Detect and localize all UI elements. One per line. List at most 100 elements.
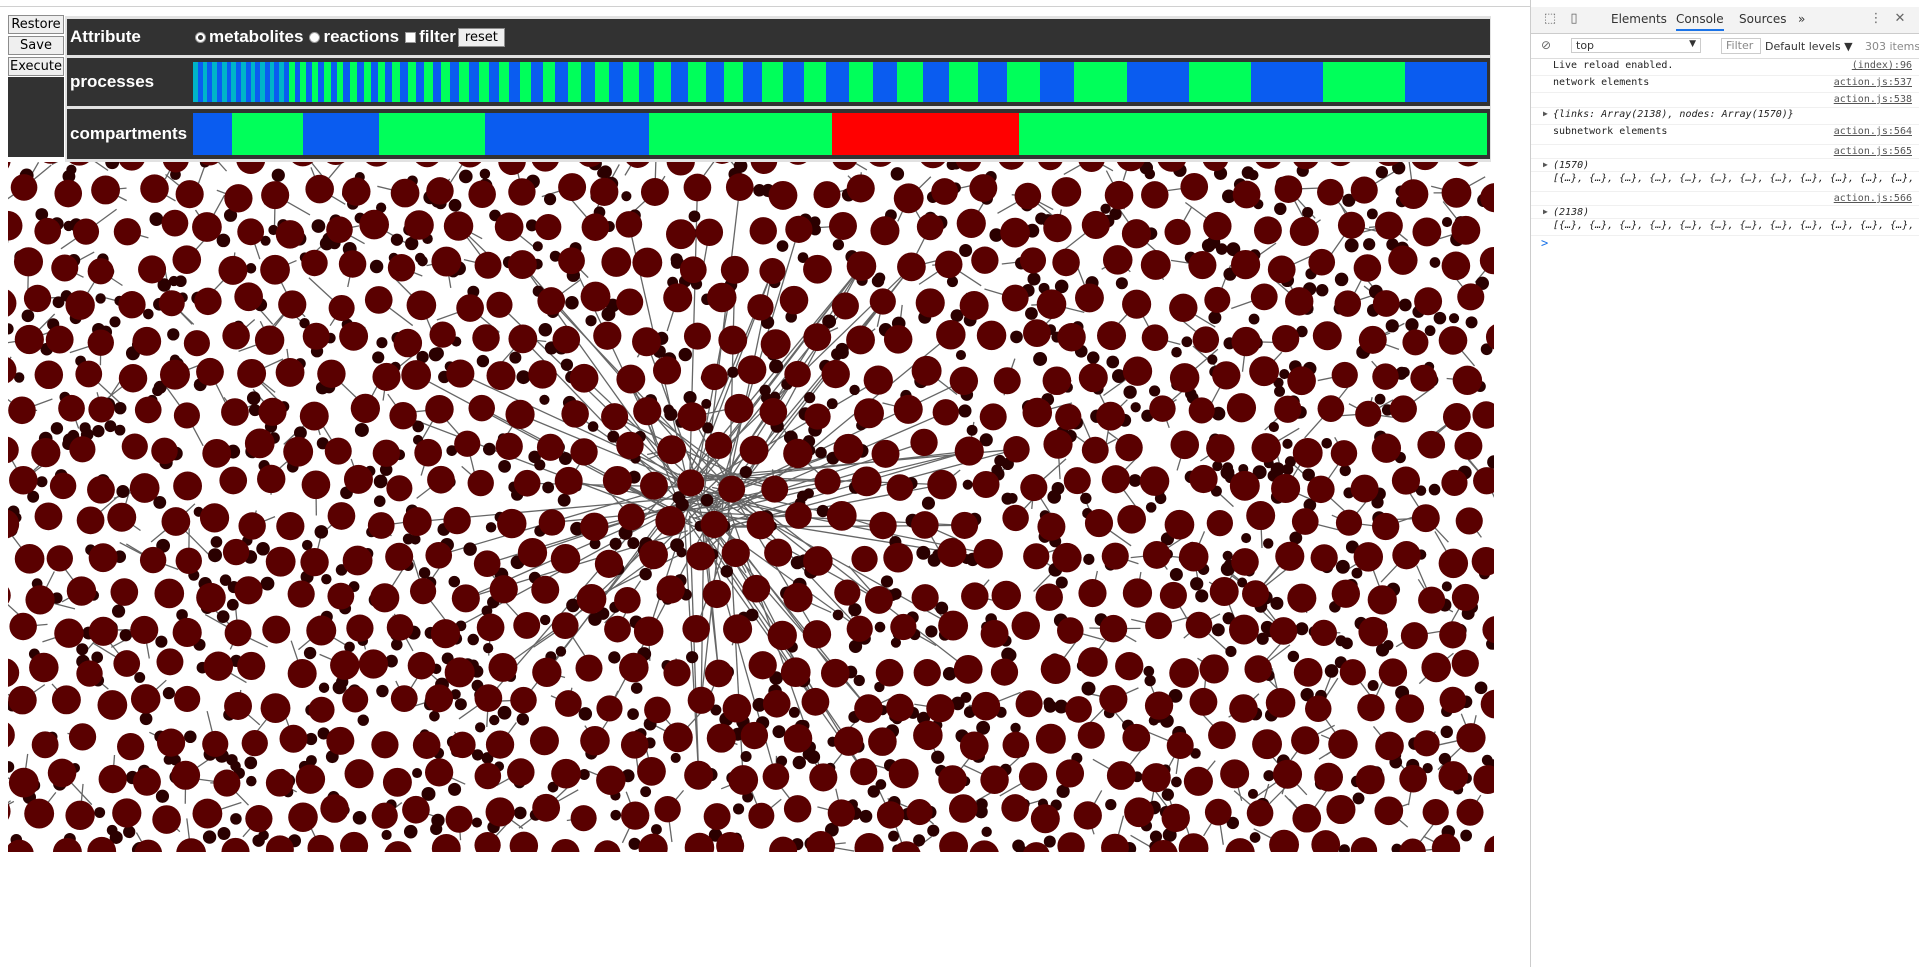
metabolite-node[interactable] [409,578,437,605]
metabolite-node[interactable] [468,180,496,209]
metabolite-node[interactable] [31,438,61,468]
metabolite-node[interactable] [389,401,417,430]
metabolite-node[interactable] [684,760,714,790]
metabolite-node[interactable] [1269,829,1300,852]
metabolite-node[interactable] [737,355,767,385]
reaction-node[interactable] [418,567,431,579]
reaction-node[interactable] [752,697,767,712]
metabolite-node[interactable] [1124,797,1154,828]
metabolite-node[interactable] [558,173,587,202]
metabolite-node[interactable] [1308,248,1336,276]
process-segment[interactable] [469,62,480,102]
metabolite-node[interactable] [1169,293,1198,323]
metabolite-node[interactable] [8,210,23,241]
metabolite-node[interactable] [1335,509,1363,536]
reaction-node[interactable] [246,391,261,406]
reaction-node[interactable] [989,228,1004,242]
reaction-node[interactable] [92,425,105,438]
metabolite-node[interactable] [196,582,226,613]
metabolite-node[interactable] [1078,363,1108,393]
reaction-node[interactable] [245,263,257,274]
metabolite-node[interactable] [1037,512,1066,541]
reaction-node[interactable] [532,241,543,252]
compartment-segment[interactable] [232,113,304,155]
metabolite-node[interactable] [257,464,286,494]
metabolite-node[interactable] [1073,801,1102,830]
metabolite-node[interactable] [384,841,412,852]
metabolite-node[interactable] [980,765,1009,795]
metabolite-node[interactable] [13,247,44,277]
reaction-node[interactable] [412,768,423,779]
metabolite-node[interactable] [485,797,515,827]
metabolite-node[interactable] [54,179,83,208]
metabolite-node[interactable] [1439,686,1466,714]
metabolite-node[interactable] [287,580,315,608]
reaction-node[interactable] [874,681,885,693]
reaction-node[interactable] [1212,460,1223,472]
reaction-node[interactable] [454,698,467,711]
process-segment[interactable] [1404,62,1487,102]
metabolite-node[interactable] [8,582,11,609]
metabolite-node[interactable] [632,327,661,357]
metabolite-node[interactable] [833,433,864,464]
metabolite-node[interactable] [1252,729,1283,760]
metabolite-node[interactable] [162,162,189,173]
metabolite-node[interactable] [8,396,36,425]
process-segment[interactable] [423,62,434,102]
metabolite-node[interactable] [687,686,715,714]
reaction-node[interactable] [1429,257,1441,268]
metabolite-node[interactable] [517,538,548,568]
metabolite-node[interactable] [244,428,275,459]
metabolite-node[interactable] [633,397,662,426]
metabolite-node[interactable] [1149,839,1178,852]
reaction-node[interactable] [244,756,258,770]
process-segment[interactable] [555,62,569,102]
reaction-node[interactable] [260,576,275,591]
reaction-node[interactable] [549,250,561,262]
reaction-node[interactable] [448,198,462,212]
metabolite-node[interactable] [620,731,649,759]
metabolite-node[interactable] [1164,218,1191,246]
reaction-node[interactable] [587,421,599,432]
metabolite-node[interactable] [1413,730,1440,757]
process-segment[interactable] [1126,62,1190,102]
reaction-node[interactable] [155,789,170,803]
metabolite-node[interactable] [8,509,20,539]
reaction-node[interactable] [627,708,639,720]
reaction-node[interactable] [459,169,473,184]
reaction-node[interactable] [385,654,398,668]
metabolite-node[interactable] [890,613,917,641]
reaction-node[interactable] [416,350,429,364]
reaction-node[interactable] [733,803,745,815]
metabolite-node[interactable] [173,402,200,429]
reaction-node[interactable] [931,750,945,764]
metabolite-node[interactable] [326,216,353,243]
reaction-node[interactable] [481,752,494,764]
reaction-node[interactable] [471,817,483,828]
metabolite-node[interactable] [372,362,401,391]
metabolite-node[interactable] [1002,504,1029,532]
metabolite-node[interactable] [412,162,441,168]
reaction-node[interactable] [962,479,973,490]
reaction-node[interactable] [981,826,992,838]
metabolite-node[interactable] [886,474,914,501]
reaction-node[interactable] [91,651,104,664]
reaction-node[interactable] [678,347,692,362]
reaction-node[interactable] [710,704,722,716]
reaction-node[interactable] [609,537,622,550]
reaction-node[interactable] [123,825,136,839]
metabolite-node[interactable] [1289,216,1319,246]
metabolite-node[interactable] [219,466,248,495]
metabolite-node[interactable] [826,500,857,531]
reaction-node[interactable] [1130,402,1141,413]
reaction-node[interactable] [1145,502,1157,513]
reaction-node[interactable] [547,781,559,793]
metabolite-node[interactable] [1422,798,1449,826]
metabolite-node[interactable] [156,728,186,757]
metabolite-node[interactable] [1438,326,1468,355]
process-segment[interactable] [279,62,285,102]
process-segment[interactable] [519,62,532,102]
metabolite-node[interactable] [1374,162,1404,167]
reaction-node[interactable] [1222,550,1233,561]
metabolite-node[interactable] [1473,765,1494,794]
